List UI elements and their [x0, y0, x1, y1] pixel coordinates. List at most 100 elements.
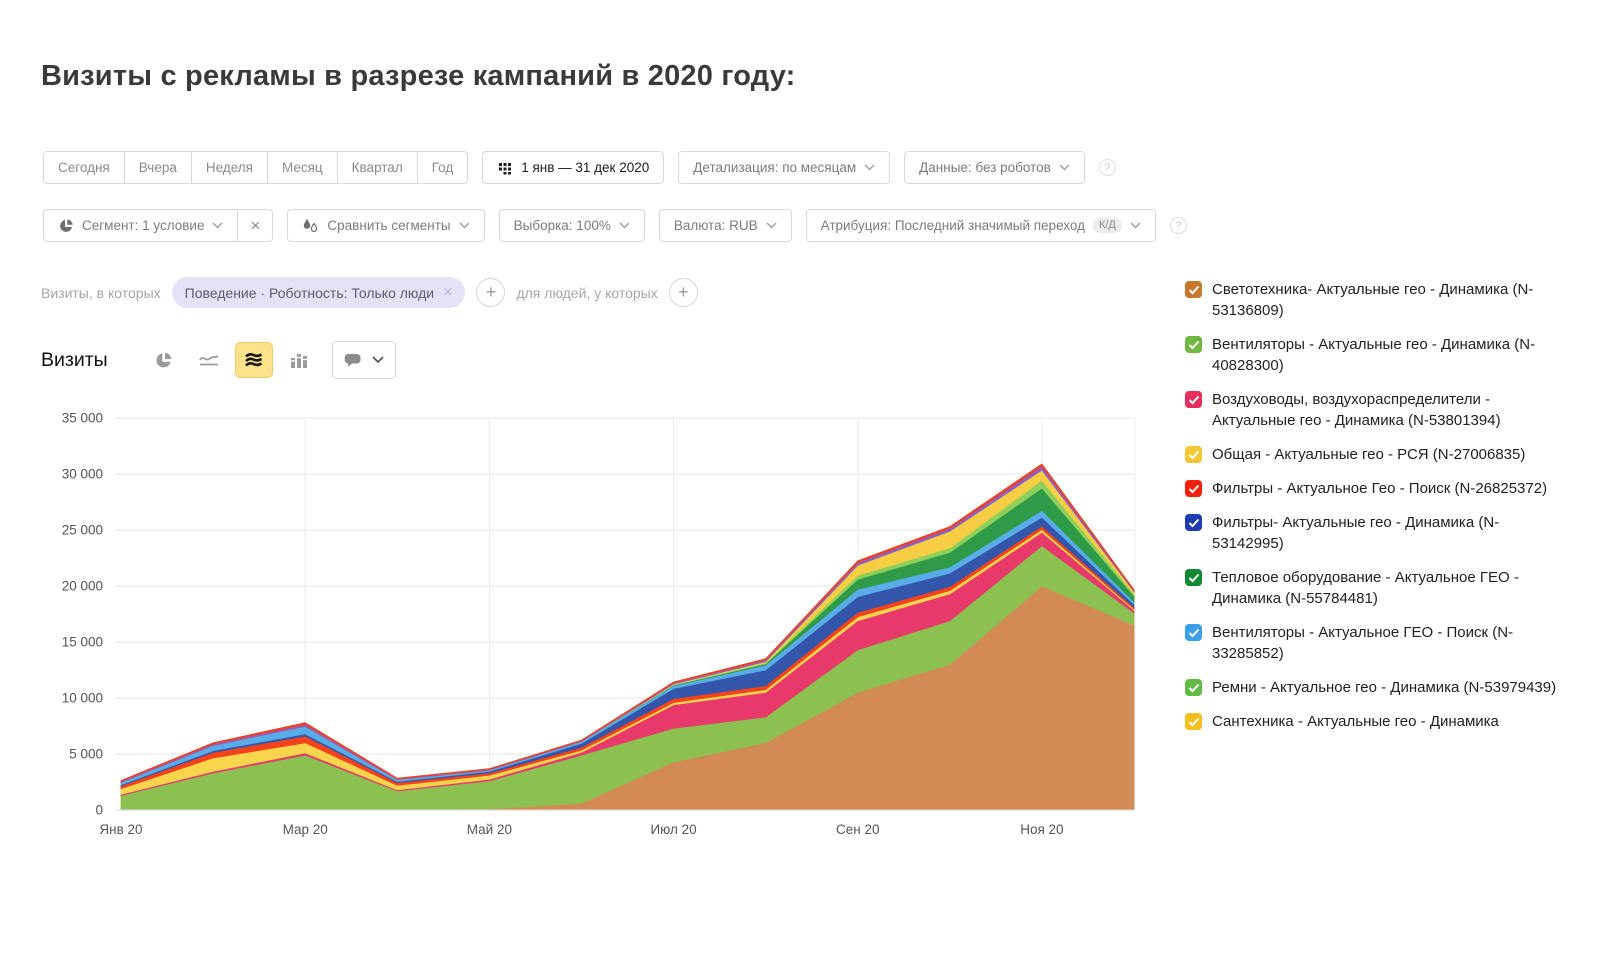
comment-bubble-icon — [344, 354, 361, 367]
date-range-label: 1 янв — 31 дек 2020 — [521, 160, 650, 175]
help-icon[interactable]: ? — [1098, 159, 1116, 176]
add-people-condition-button[interactable]: + — [668, 278, 698, 307]
detail-label: Детализация: по месяцам — [693, 160, 857, 175]
period-button-5[interactable]: Квартал — [336, 151, 418, 184]
y-axis-tick-label: 20 000 — [62, 579, 103, 594]
x-axis-tick-label: Сен 20 — [836, 822, 879, 837]
legend-checkbox-checked-icon[interactable] — [1185, 514, 1202, 531]
attribution-dropdown[interactable]: Атрибуция: Последний значимый переход К/… — [805, 209, 1156, 242]
period-button-2[interactable]: Вчера — [123, 151, 192, 184]
period-button-1[interactable]: Сегодня — [43, 151, 125, 184]
y-axis-tick-label: 25 000 — [62, 523, 103, 538]
metric-title: Визиты — [41, 348, 108, 371]
currency-label: Валюта: RUB — [673, 218, 758, 233]
segment-dropdown[interactable]: Сегмент: 1 условие — [43, 209, 239, 242]
legend-checkbox-checked-icon[interactable] — [1185, 446, 1202, 463]
chevron-down-icon — [864, 164, 875, 171]
legend-item[interactable]: Сантехника - Актуальные гео - Динамика — [1185, 711, 1557, 732]
page-title: Визиты с рекламы в разрезе кампаний в 20… — [41, 60, 796, 92]
y-axis-tick-label: 0 — [95, 803, 103, 818]
chevron-down-icon — [212, 222, 224, 229]
metric-header: Визиты — [41, 341, 396, 379]
sampling-label: Выборка: 100% — [513, 218, 611, 233]
x-axis-tick-label: Июл 20 — [650, 822, 696, 837]
area-series-12[interactable] — [120, 463, 1135, 783]
segment-filter-row: Визиты, в которых Поведение · Роботность… — [41, 277, 698, 308]
chart-type-stacked-area-button[interactable] — [234, 342, 273, 378]
chart-type-bars-button[interactable] — [280, 342, 318, 378]
detail-dropdown[interactable]: Детализация: по месяцам — [678, 151, 891, 184]
period-button-3[interactable]: Неделя — [190, 151, 268, 184]
legend-checkbox-checked-icon[interactable] — [1185, 679, 1202, 696]
attribution-label: Атрибуция: Последний значимый переход — [820, 218, 1085, 233]
annotations-dropdown-button[interactable] — [331, 341, 396, 379]
currency-dropdown[interactable]: Валюта: RUB — [658, 209, 792, 242]
help-icon[interactable]: ? — [1169, 217, 1187, 234]
legend-item[interactable]: Воздуховоды, воздухораспределители - Акт… — [1185, 389, 1557, 431]
toolbar-segment-row: Сегмент: 1 условие × Сравнить сегменты В… — [43, 209, 1187, 242]
legend-item[interactable]: Фильтры- Актуальные гео - Динамика (N-53… — [1185, 512, 1557, 554]
calendar-grid-icon — [499, 162, 512, 174]
legend-checkbox-checked-icon[interactable] — [1185, 713, 1202, 730]
period-button-6[interactable]: Год — [416, 151, 469, 184]
legend-item[interactable]: Ремни - Актуальное гео - Динамика (N-539… — [1185, 677, 1557, 698]
chart-type-line-button[interactable] — [190, 342, 228, 378]
pie-segment-icon — [60, 218, 73, 232]
compare-segments-dropdown[interactable]: Сравнить сегменты — [287, 209, 485, 242]
data-mode-label: Данные: без роботов — [919, 160, 1051, 175]
segment-condition-text: Поведение · Роботность: Только люди — [184, 284, 435, 301]
legend-item[interactable]: Вентиляторы - Актуальное ГЕО - Поиск (N-… — [1185, 622, 1557, 664]
add-visit-condition-button[interactable]: + — [476, 278, 506, 307]
legend-checkbox-checked-icon[interactable] — [1185, 336, 1202, 353]
legend-label: Воздуховоды, воздухораспределители - Акт… — [1212, 391, 1501, 429]
x-axis-tick-label: Мар 20 — [283, 822, 328, 837]
y-axis-tick-label: 15 000 — [62, 635, 103, 650]
y-axis-tick-label: 10 000 — [62, 691, 103, 706]
legend-checkbox-checked-icon[interactable] — [1185, 281, 1202, 298]
stacked-area-chart[interactable]: 0 5 000 10 000 15 000 20 000 25 000 30 000 35 0… — [0, 400, 1160, 850]
chart-type-pie-button[interactable] — [145, 342, 183, 378]
pie-chart-icon — [156, 352, 172, 368]
legend-checkbox-checked-icon[interactable] — [1185, 624, 1202, 641]
segment-condition-pill[interactable]: Поведение · Роботность: Только люди × — [171, 277, 466, 308]
legend-checkbox-checked-icon[interactable] — [1185, 391, 1202, 408]
legend-label: Сантехника - Актуальные гео - Динамика — [1212, 713, 1499, 730]
x-axis-tick-label: Ноя 20 — [1020, 822, 1063, 837]
legend-label: Вентиляторы - Актуальное ГЕО - Поиск (N-… — [1212, 624, 1514, 662]
segment-clear-button[interactable]: × — [237, 209, 274, 242]
period-button-group: Сегодня Вчера Неделя Месяц Квартал Год — [43, 151, 469, 184]
period-button-4[interactable]: Месяц — [266, 151, 338, 184]
chevron-down-icon — [619, 222, 630, 229]
legend-checkbox-checked-icon[interactable] — [1185, 569, 1202, 586]
legend-item[interactable]: Тепловое оборудование - Актуальное ГЕО -… — [1185, 567, 1557, 609]
drops-icon — [304, 218, 318, 232]
line-chart-icon — [198, 355, 219, 366]
x-axis-tick-label: Янв 20 — [99, 822, 142, 837]
legend-label: Светотехника- Актуальные гео - Динамика … — [1212, 281, 1534, 319]
close-icon: × — [250, 215, 261, 235]
legend-label: Вентиляторы - Актуальные гео - Динамика … — [1212, 336, 1536, 374]
legend-item[interactable]: Вентиляторы - Актуальные гео - Динамика … — [1185, 334, 1557, 376]
y-axis-tick-label: 30 000 — [62, 467, 103, 482]
sampling-dropdown[interactable]: Выборка: 100% — [498, 209, 645, 242]
x-axis-tick-label: Май 20 — [467, 822, 512, 837]
chevron-down-icon — [459, 222, 470, 229]
date-range-button[interactable]: 1 янв — 31 дек 2020 — [482, 151, 665, 184]
data-mode-dropdown[interactable]: Данные: без роботов — [904, 151, 1085, 184]
chart-legend: Светотехника- Актуальные гео - Динамика … — [1185, 279, 1557, 745]
segment-label: Сегмент: 1 условие — [82, 218, 205, 233]
chevron-down-icon — [1130, 222, 1141, 229]
toolbar-period-row: Сегодня Вчера Неделя Месяц Квартал Год 1 янв … — [43, 151, 1116, 184]
people-filter-label: для людей, у которых — [516, 284, 658, 301]
remove-condition-icon[interactable]: × — [443, 283, 453, 301]
chevron-down-icon — [766, 222, 777, 229]
chevron-down-icon — [372, 356, 384, 364]
compare-segments-label: Сравнить сегменты — [327, 218, 451, 233]
legend-item[interactable]: Светотехника- Актуальные гео - Динамика … — [1185, 279, 1557, 321]
legend-checkbox-checked-icon[interactable] — [1185, 480, 1202, 497]
legend-item[interactable]: Фильтры - Актуальное Гео - Поиск (N-2682… — [1185, 478, 1557, 499]
legend-item[interactable]: Общая - Актуальные гео - РСЯ (N-27006835… — [1185, 444, 1557, 465]
bar-chart-icon — [290, 354, 307, 368]
stacked-area-icon — [244, 352, 262, 367]
chevron-down-icon — [1059, 164, 1070, 171]
